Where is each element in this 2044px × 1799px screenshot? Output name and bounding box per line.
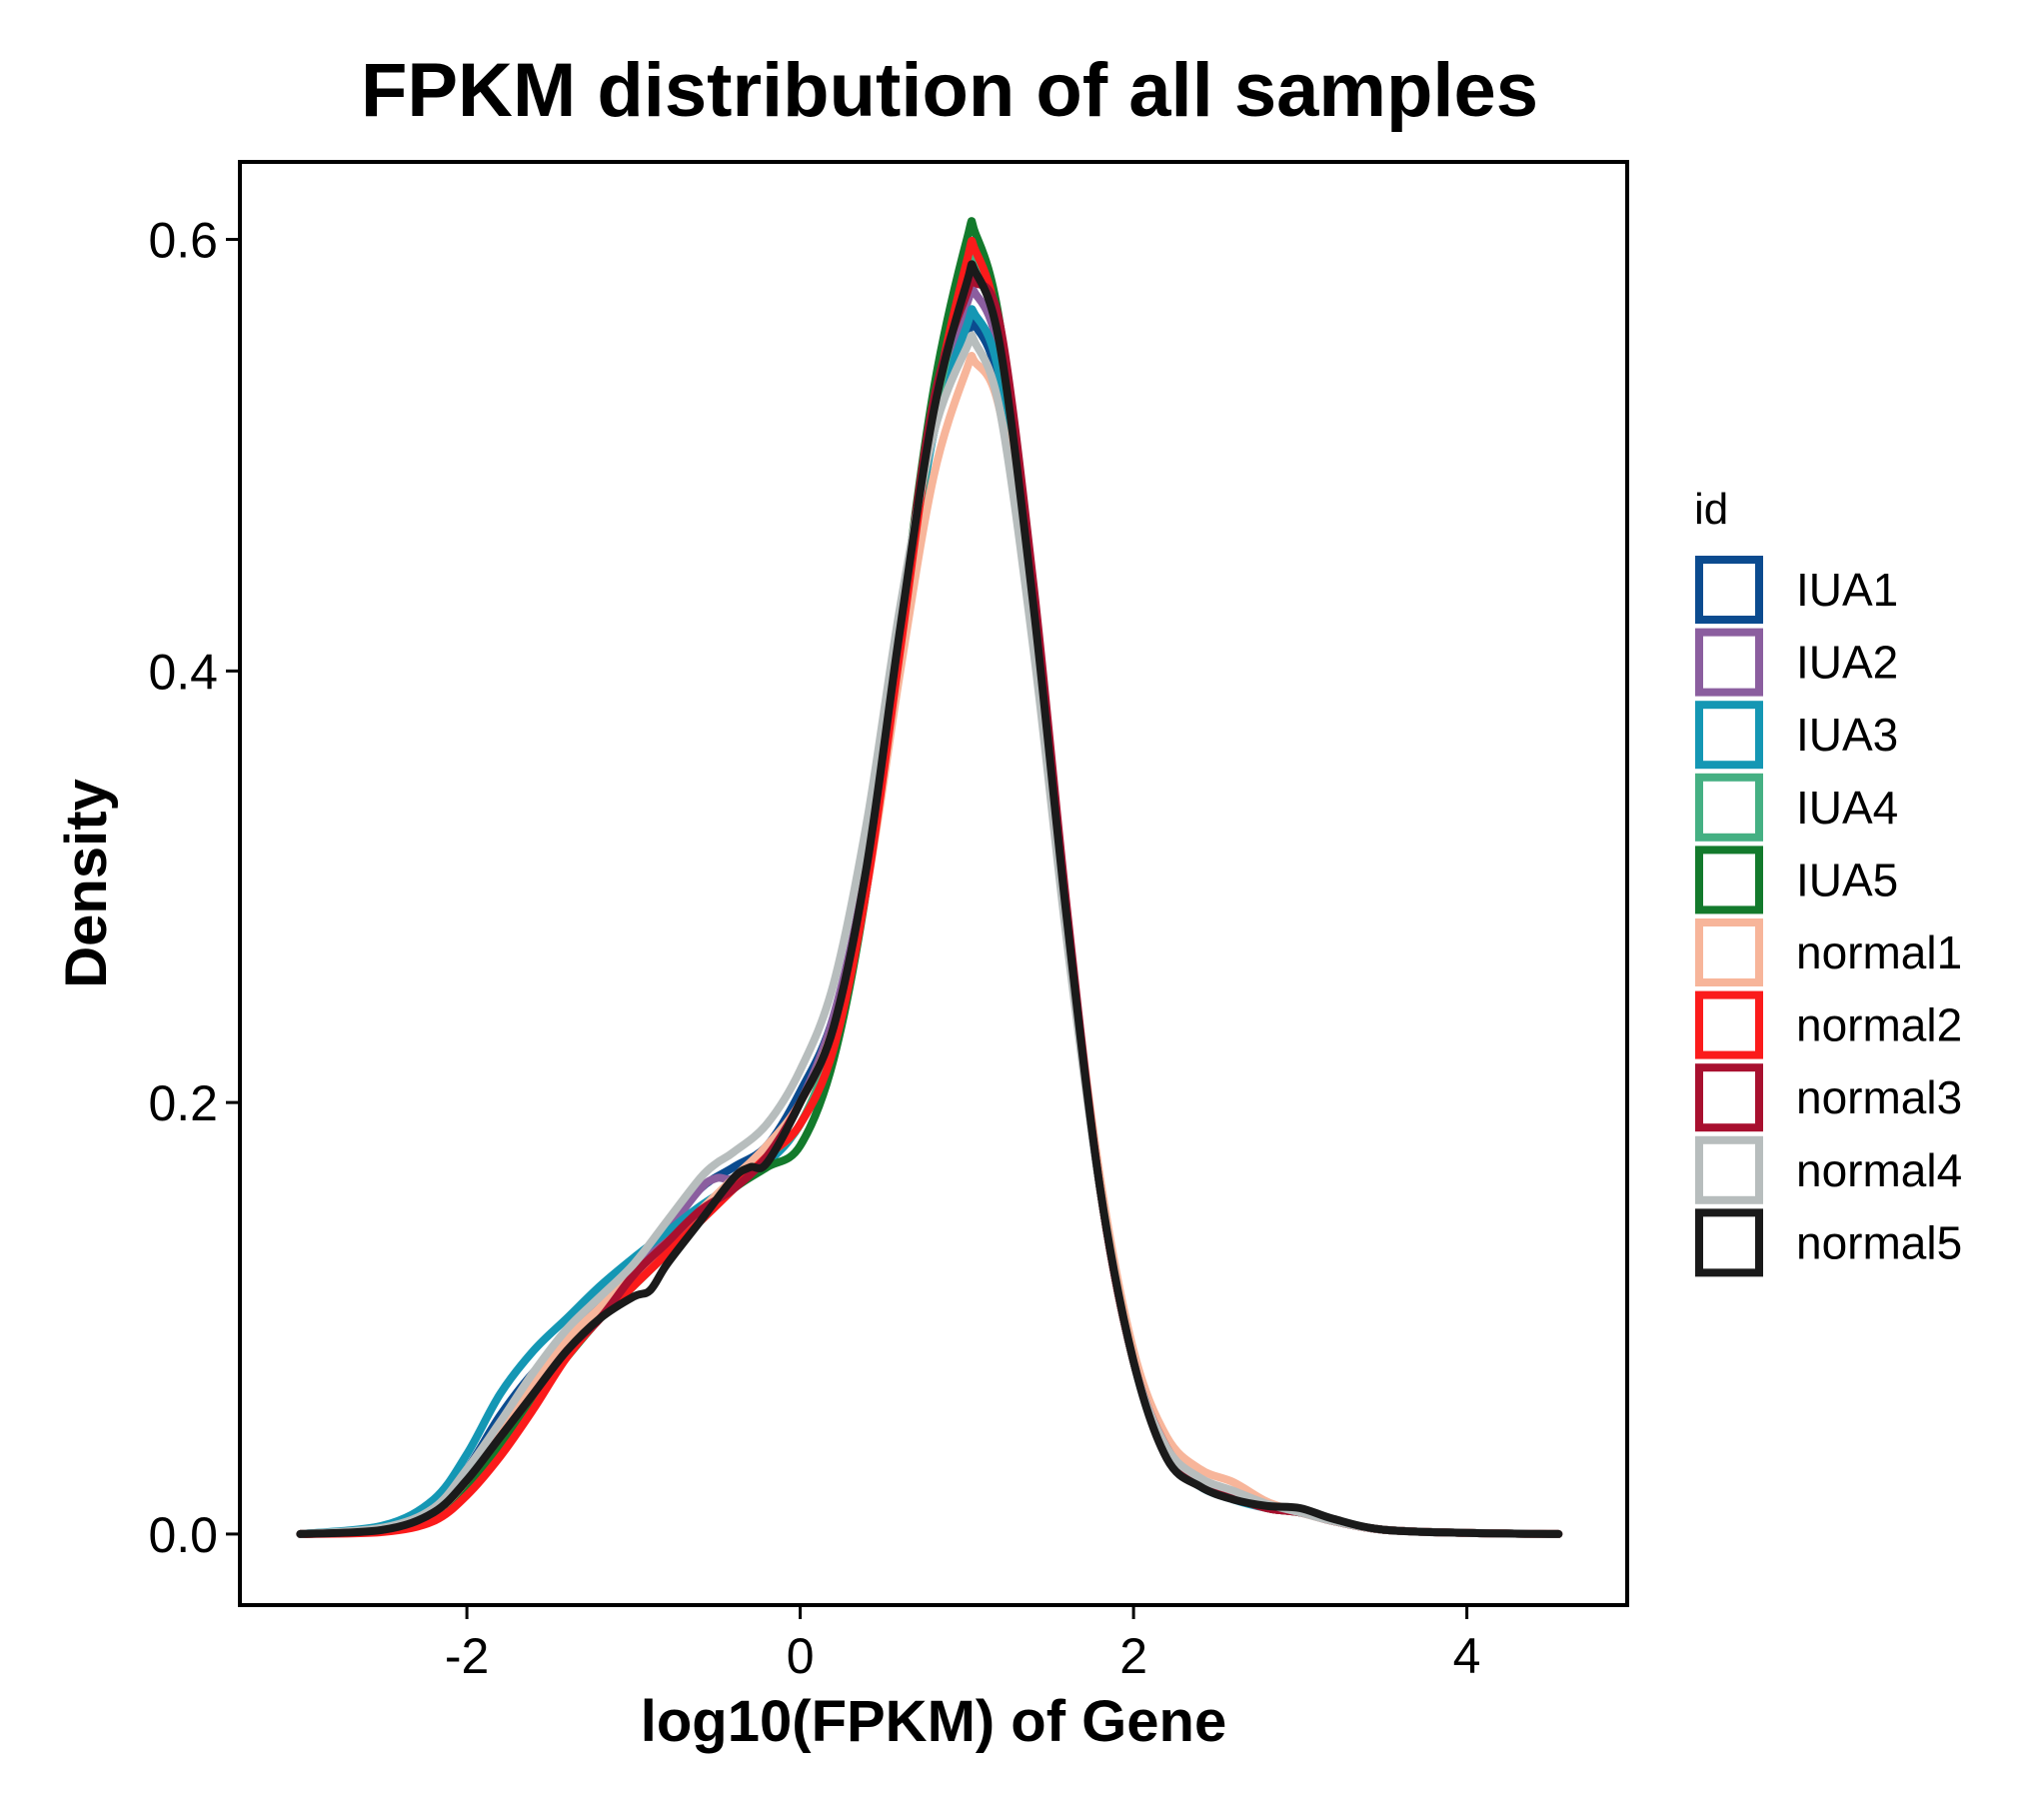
legend-label-IUA3: IUA3 bbox=[1796, 709, 1898, 761]
y-tick-label: 0.4 bbox=[148, 644, 218, 700]
axes: -2 0 2 4 0.0 0.2 0.4 0.6 bbox=[148, 213, 1480, 1684]
legend-key-normal1 bbox=[1695, 918, 1763, 986]
legend-key-IUA2 bbox=[1695, 628, 1763, 697]
y-tick-label: 0.0 bbox=[148, 1507, 218, 1563]
plot-area bbox=[296, 217, 1563, 1538]
x-axis-title: log10(FPKM) of Gene bbox=[641, 1689, 1226, 1754]
legend-key-normal2 bbox=[1695, 990, 1763, 1059]
x-tick-label: 0 bbox=[787, 1628, 815, 1684]
x-tick-label: 4 bbox=[1453, 1628, 1481, 1684]
x-tick-label: 2 bbox=[1119, 1628, 1147, 1684]
legend-key-normal3 bbox=[1695, 1063, 1763, 1132]
chart-title: FPKM distribution of all samples bbox=[361, 48, 1538, 133]
legend: id IUA1 IUA2 IUA3 IUA4 IUA5 normal1 normal2 nor… bbox=[1694, 485, 1962, 1277]
legend-key-IUA5 bbox=[1695, 846, 1763, 914]
legend-label-IUA2: IUA2 bbox=[1796, 637, 1898, 689]
y-axis-title: Density bbox=[54, 779, 119, 988]
legend-label-normal5: normal5 bbox=[1796, 1216, 1962, 1268]
x-tick-label: -2 bbox=[445, 1628, 489, 1684]
legend-key-normal5 bbox=[1695, 1208, 1763, 1277]
plot-panel-border bbox=[238, 160, 1629, 1607]
legend-label-IUA4: IUA4 bbox=[1796, 782, 1898, 834]
legend-label-IUA1: IUA1 bbox=[1796, 564, 1898, 616]
legend-label-normal4: normal4 bbox=[1796, 1144, 1962, 1196]
legend-label-normal3: normal3 bbox=[1796, 1071, 1962, 1123]
legend-label-normal1: normal1 bbox=[1796, 926, 1962, 978]
y-tick-label: 0.6 bbox=[148, 213, 218, 269]
legend-key-IUA3 bbox=[1695, 701, 1763, 770]
density-line-normal1 bbox=[296, 351, 1563, 1538]
legend-key-normal4 bbox=[1695, 1135, 1763, 1204]
legend-key-IUA4 bbox=[1695, 773, 1763, 842]
legend-label-IUA5: IUA5 bbox=[1796, 854, 1898, 905]
y-tick-label: 0.2 bbox=[148, 1075, 218, 1131]
legend-title: id bbox=[1694, 485, 1728, 534]
legend-key-IUA1 bbox=[1695, 556, 1763, 624]
legend-label-normal2: normal2 bbox=[1796, 999, 1962, 1051]
density-line-normal5 bbox=[296, 260, 1563, 1538]
